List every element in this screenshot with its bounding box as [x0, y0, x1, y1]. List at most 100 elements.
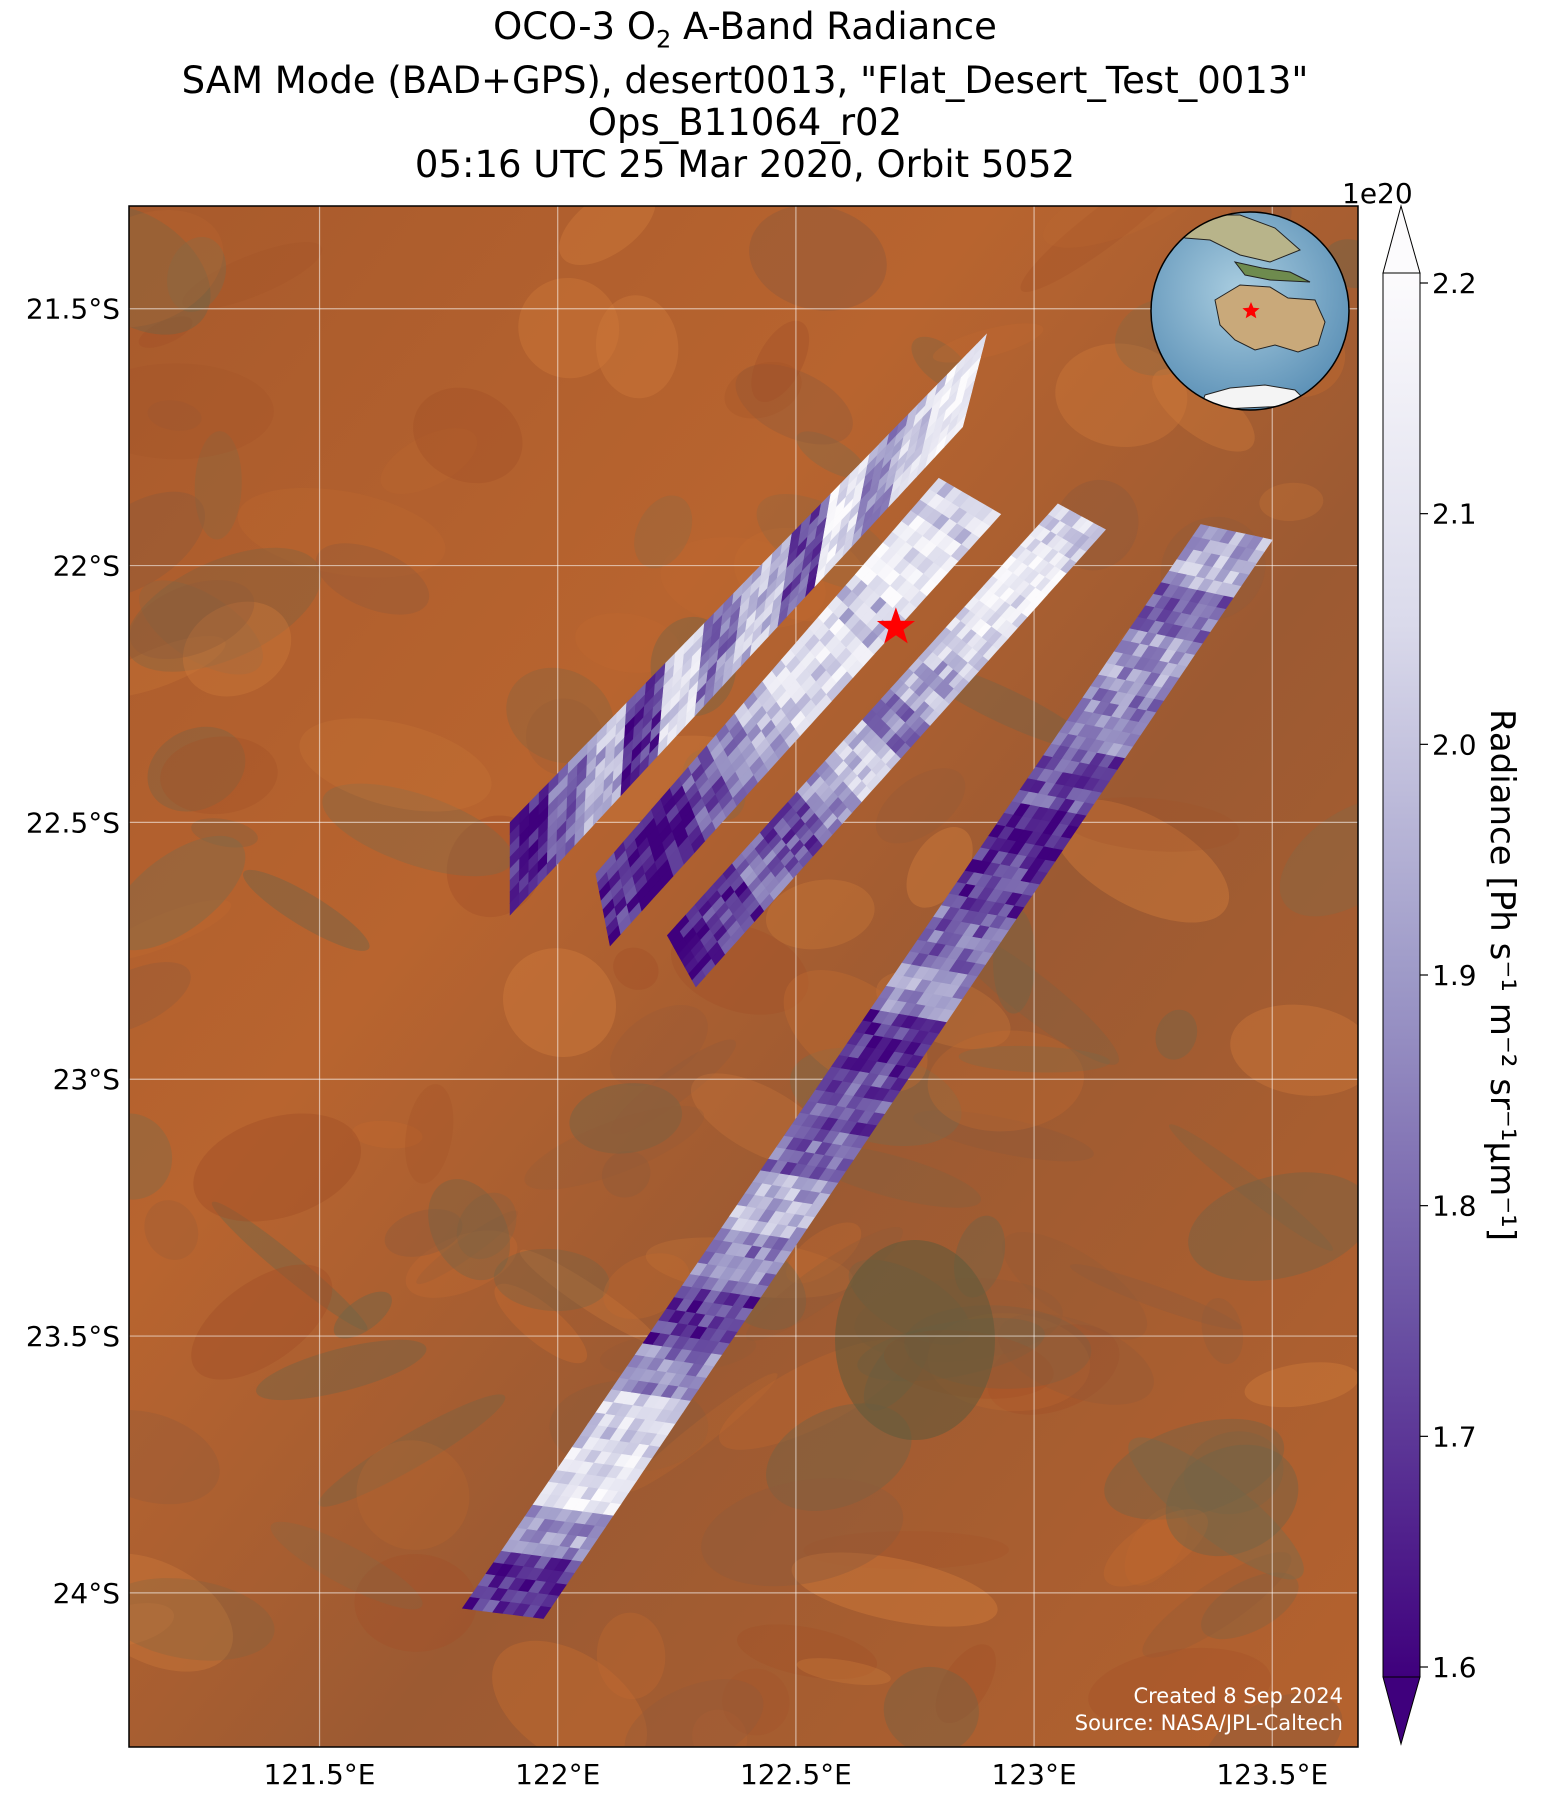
terrain-patch: [160, 736, 278, 815]
terrain-patch: [506, 667, 614, 764]
terrain-patch: [1142, 1552, 1292, 1658]
x-tick-label: 123.5°E: [1216, 1758, 1328, 1791]
terrain-patch: [1061, 797, 1240, 852]
terrain-patch: [722, 1668, 790, 1736]
terrain-patch: [182, 241, 323, 310]
x-tick-label: 121.5°E: [264, 1758, 376, 1791]
radiance-swaths: [461, 333, 1273, 1619]
terrain-patch: [524, 1105, 705, 1190]
terrain-patch: [944, 926, 1119, 1065]
x-axis-ticks: 121.5°E 122°E 122.5°E 123°E 123.5°E: [264, 1758, 1329, 1791]
terrain-patch: [318, 1394, 506, 1507]
terrain-patch: [413, 387, 523, 484]
colorbar-tick-label: 1.6: [1432, 1651, 1477, 1684]
x-tick-label: 123°E: [992, 1758, 1077, 1791]
salt-lake-feature: [835, 1240, 995, 1440]
terrain-patch: [1155, 1009, 1198, 1060]
terrain-patch: [624, 1679, 764, 1747]
terrain-patch: [1279, 798, 1358, 917]
terrain-patch: [351, 1120, 423, 1149]
terrain-patch: [875, 768, 966, 844]
terrain-patch: [603, 1253, 690, 1319]
terrain-patch: [595, 295, 679, 399]
terrain-patch: [129, 1578, 275, 1661]
terrain-patch: [211, 1201, 368, 1331]
terrain-patch: [167, 236, 227, 312]
colorbar-tick-label: 2.0: [1432, 728, 1477, 761]
terrain-patch: [766, 1403, 912, 1511]
terrain-patch: [129, 206, 211, 335]
terrain-patch: [129, 1113, 173, 1200]
radiance-footprint: [1089, 526, 1106, 541]
terrain-patch: [932, 323, 1044, 363]
terrain-patch: [610, 1039, 737, 1135]
terrain-patch: [749, 206, 887, 311]
y-tick-label: 22.5°S: [26, 806, 120, 839]
y-tick-label: 24°S: [53, 1577, 120, 1610]
terrain-patch: [628, 1373, 778, 1492]
colorbar-tick-label: 1.9: [1432, 959, 1477, 992]
terrain-patch: [237, 487, 446, 578]
terrain-patch: [518, 277, 620, 379]
terrain-patch: [745, 1226, 903, 1341]
terrain-patch: [1104, 1418, 1285, 1520]
terrain-patch: [796, 1658, 891, 1686]
terrain-patch: [129, 580, 255, 660]
colorbar-extend-high: [1382, 204, 1421, 274]
terrain-patch: [736, 1624, 878, 1680]
terrain-patch: [138, 316, 193, 348]
terrain-patch: [333, 1291, 392, 1339]
terrain-patch: [494, 1283, 588, 1364]
terrain-patch: [1103, 1509, 1209, 1587]
terrain-patch: [634, 495, 693, 569]
terrain-patch: [596, 1612, 666, 1700]
colorbar-tick-label: 1.7: [1432, 1420, 1477, 1453]
terrain-patch: [803, 1531, 1009, 1570]
terrain-patch: [144, 1200, 199, 1260]
colorbar-body: [1382, 272, 1421, 1678]
terrain-patch: [724, 361, 802, 419]
terrain-patch: [416, 1210, 519, 1285]
terrain-patch: [601, 1150, 651, 1198]
y-tick-label: 21.5°S: [26, 293, 120, 326]
radiance-footprint: [953, 415, 966, 438]
terrain-patch: [1002, 1231, 1148, 1340]
inset-star-icon: [1242, 302, 1260, 319]
terrain-patch: [1124, 1506, 1188, 1586]
terrain-patch: [492, 1640, 648, 1747]
terrain-patch: [129, 209, 224, 328]
radiance-footprint: [1255, 537, 1273, 552]
terrain-patch: [935, 1644, 996, 1724]
terrain-patch: [182, 601, 292, 697]
terrain-patch: [1169, 1124, 1334, 1251]
terrain-patch: [1201, 1297, 1244, 1365]
terrain-patch: [1051, 799, 1230, 923]
terrain-patch: [191, 1264, 333, 1380]
terrain-patch: [194, 431, 242, 540]
colorbar-multiplier: 1e20: [1342, 177, 1413, 210]
inset-islands: [1233, 261, 1311, 283]
inset-australia: [1214, 284, 1326, 353]
terrain-patch: [354, 1554, 477, 1652]
satellite-basemap: [129, 206, 1358, 1747]
terrain-patch: [1055, 343, 1188, 448]
colorbar-ticks: 1.6 1.7 1.8 1.9 2.0 2.1 2.2: [1420, 267, 1477, 1684]
colorbar-tick-label: 2.1: [1432, 498, 1477, 531]
terrain-patch: [129, 1410, 220, 1505]
title-line-2: SAM Mode (BAD+GPS), desert0013, "Flat_De…: [181, 59, 1309, 103]
terrain-patch: [519, 1249, 659, 1345]
terrain-patch: [692, 1709, 748, 1747]
terrain-patch: [913, 1110, 1094, 1162]
terrain-patch: [1165, 1444, 1299, 1557]
terrain-patch: [405, 1084, 454, 1184]
y-tick-label: 23.5°S: [26, 1320, 120, 1353]
terrain-patch: [613, 947, 659, 990]
colorbar-tick-label: 2.2: [1432, 267, 1477, 300]
terrain-patch: [796, 431, 866, 479]
title-line-3: Ops_B11064_r02: [587, 101, 903, 145]
terrain-patch: [129, 962, 191, 1036]
title-line-4: 05:16 UTC 25 Mar 2020, Orbit 5052: [414, 143, 1076, 187]
terrain-patch: [315, 543, 430, 615]
terrain-patch: [1230, 1004, 1358, 1096]
